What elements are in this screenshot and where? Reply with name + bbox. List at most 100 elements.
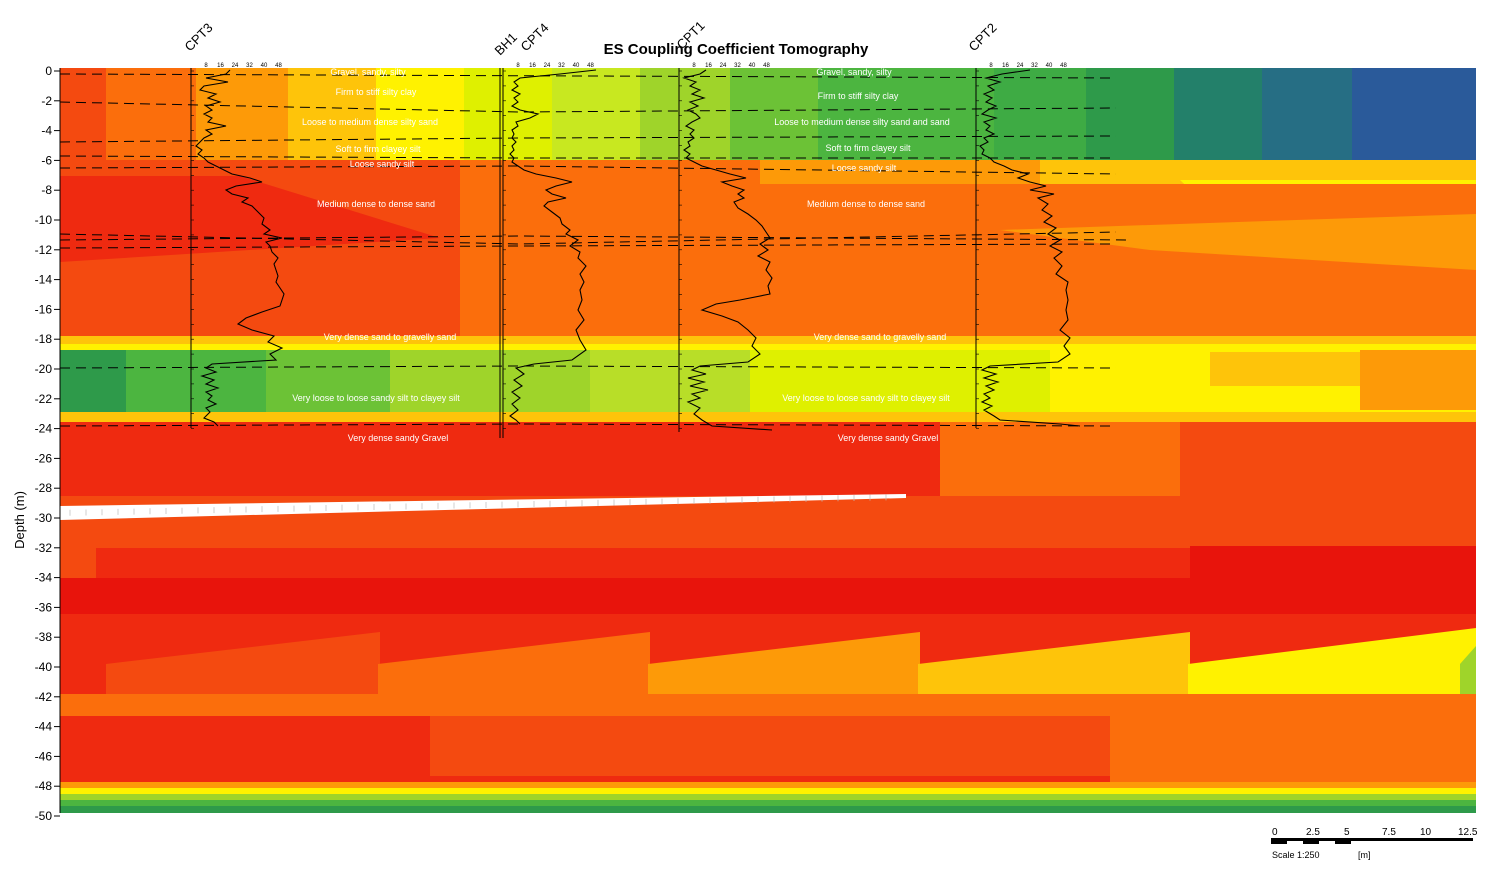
cpt-scale-tick-label: 48 (275, 63, 282, 69)
field-bottom-a (60, 782, 1476, 788)
field-wedge-40-f (1460, 646, 1476, 694)
cpt-scale-tick-label: 16 (529, 63, 536, 69)
depth-tick-label: -34 (35, 571, 53, 585)
depth-tick-label: -18 (35, 332, 53, 346)
tomography-colour-field (60, 68, 1476, 813)
depth-tick-label: -4 (41, 124, 52, 138)
field-band-30 (60, 520, 1476, 550)
scale-bar-unit: [m] (1358, 850, 1371, 860)
field-band-46-right (1110, 716, 1476, 782)
cpt-scale-tick-label: 8 (692, 63, 696, 69)
field-band-24 (60, 412, 1476, 422)
cpt-scale-tick-label: 40 (261, 63, 268, 69)
cpt-scale-tick-label: 24 (1017, 63, 1024, 69)
depth-tick-label: -32 (35, 541, 53, 555)
depth-tick-label: -24 (35, 422, 53, 436)
column-depth-ticks (191, 70, 979, 429)
layer-label-right-gravel: Gravel, sandy, silty (816, 67, 892, 77)
field-wedge-40-a (106, 632, 380, 694)
field-bottom-d (60, 800, 1476, 806)
layer-label-right-very-dense: Very dense sand to gravelly sand (814, 332, 947, 342)
field-surface-c14 (1262, 68, 1352, 160)
boundary-clayey-silt (59, 155, 1116, 159)
field-surface-c12 (1086, 68, 1174, 160)
boundary-medium-sand-a (59, 231, 1117, 245)
field-low-c4 (390, 350, 590, 412)
depth-tick-label: -16 (35, 302, 53, 316)
layer-label-right-clayey-silt: Soft to firm clayey silt (825, 143, 911, 153)
boundary-silty-sand (59, 135, 1117, 143)
field-surface-c7 (552, 68, 640, 160)
scale-bar-base (1271, 838, 1473, 841)
cpt-scale-tick-label: 24 (720, 63, 727, 69)
layer-boundaries (59, 73, 1131, 427)
scale-bar-segment-2 (1303, 841, 1319, 844)
depth-tick-label: -8 (41, 183, 52, 197)
boundary-gravel (59, 423, 1117, 427)
depth-tick-label: -42 (35, 690, 53, 704)
depth-tick-label: -44 (35, 720, 53, 734)
cpt3-trace (195, 69, 285, 427)
depth-tick-label: -10 (35, 213, 53, 227)
layer-label-left-clayey-silt: Soft to firm clayey silt (335, 144, 421, 154)
layer-label-left-silty-sand: Loose to medium dense silty sand (302, 117, 438, 127)
boundary-gravel-top (59, 73, 1117, 79)
boundary-sandy-silt (59, 165, 1117, 175)
layer-label-right-silty-sand: Loose to medium dense silty sand and san… (774, 117, 950, 127)
borehole-name-cpt2: CPT2 (966, 20, 1000, 54)
boundary-very-dense (59, 365, 1117, 369)
depth-tick-label: -28 (35, 481, 53, 495)
cpt-scale-tick-label: 32 (1031, 63, 1038, 69)
layer-label-left-sandy-silt: Loose sandy silt (350, 159, 415, 169)
field-wedge-40-d (918, 632, 1190, 694)
depth-tick-label: -48 (35, 779, 53, 793)
field-low-c6 (750, 350, 1050, 412)
field-surface-c10 (818, 68, 994, 160)
cpt1-trace (682, 69, 773, 431)
field-band-18-a (60, 336, 1476, 344)
layer-label-left-very-loose: Very loose to loose sandy silt to clayey… (292, 393, 460, 403)
depth-tick-label: -38 (35, 630, 53, 644)
boundary-clay (59, 101, 1117, 113)
field-wedge-40-e (1188, 628, 1476, 694)
field-surface-c15 (1352, 68, 1476, 160)
field-wedge-40-b (378, 632, 650, 694)
cpt-scale-tick-label: 40 (749, 63, 756, 69)
cpt-scale-tick-label: 48 (763, 63, 770, 69)
depth-tick-label: -36 (35, 600, 53, 614)
cpt-scale-tick-label: 16 (705, 63, 712, 69)
borehole-name-cpt4: CPT4 (518, 20, 552, 54)
cpt-scale-tick-label: 32 (734, 63, 741, 69)
field-red-wedge-left (60, 176, 440, 262)
field-surface-c3 (196, 68, 288, 160)
figure-title: ES Coupling Coefficient Tomography (604, 41, 869, 58)
depth-tick-label: -2 (41, 94, 52, 108)
borehole-names: CPT3 BH1 CPT4 CPT1 CPT2 (182, 18, 1000, 58)
depth-tick-label: -40 (35, 660, 53, 674)
layer-label-left-gravel-deep: Very dense sandy Gravel (348, 433, 449, 443)
field-low-c7 (1210, 352, 1360, 386)
cpt-scale-tick-label: 32 (558, 63, 565, 69)
field-surface-c13 (1174, 68, 1262, 160)
field-low-c3 (266, 350, 390, 412)
field-band-33-right (1190, 546, 1476, 580)
borehole-name-cpt3: CPT3 (182, 20, 216, 54)
boundary-medium-sand-c (59, 243, 1117, 249)
depth-tick-label: -22 (35, 392, 53, 406)
scale-bar-scale-label: Scale 1:250 (1272, 850, 1320, 860)
layer-label-right-clay: Firm to stiff silty clay (818, 91, 899, 101)
scale-bar: 0 2.5 5 7.5 10 12.5 Scale 1:250 [m] (1271, 827, 1478, 860)
depth-tick-label: -14 (35, 273, 53, 287)
depth-tick-label: -30 (35, 511, 53, 525)
scale-bar-tick-label: 0 (1272, 827, 1278, 838)
field-bottom-b (60, 788, 1476, 794)
field-low-c8 (1360, 350, 1476, 410)
scale-bar-segment-1 (1271, 841, 1287, 844)
cpt-scale-tick-label: 16 (1002, 63, 1009, 69)
depth-tick-label: -12 (35, 243, 53, 257)
field-orange-wedge-right (1000, 214, 1476, 270)
scale-bar-tick-label: 12.5 (1458, 827, 1478, 838)
field-band-18-b (60, 344, 1476, 350)
cpt-scale-tick-label: 32 (246, 63, 253, 69)
